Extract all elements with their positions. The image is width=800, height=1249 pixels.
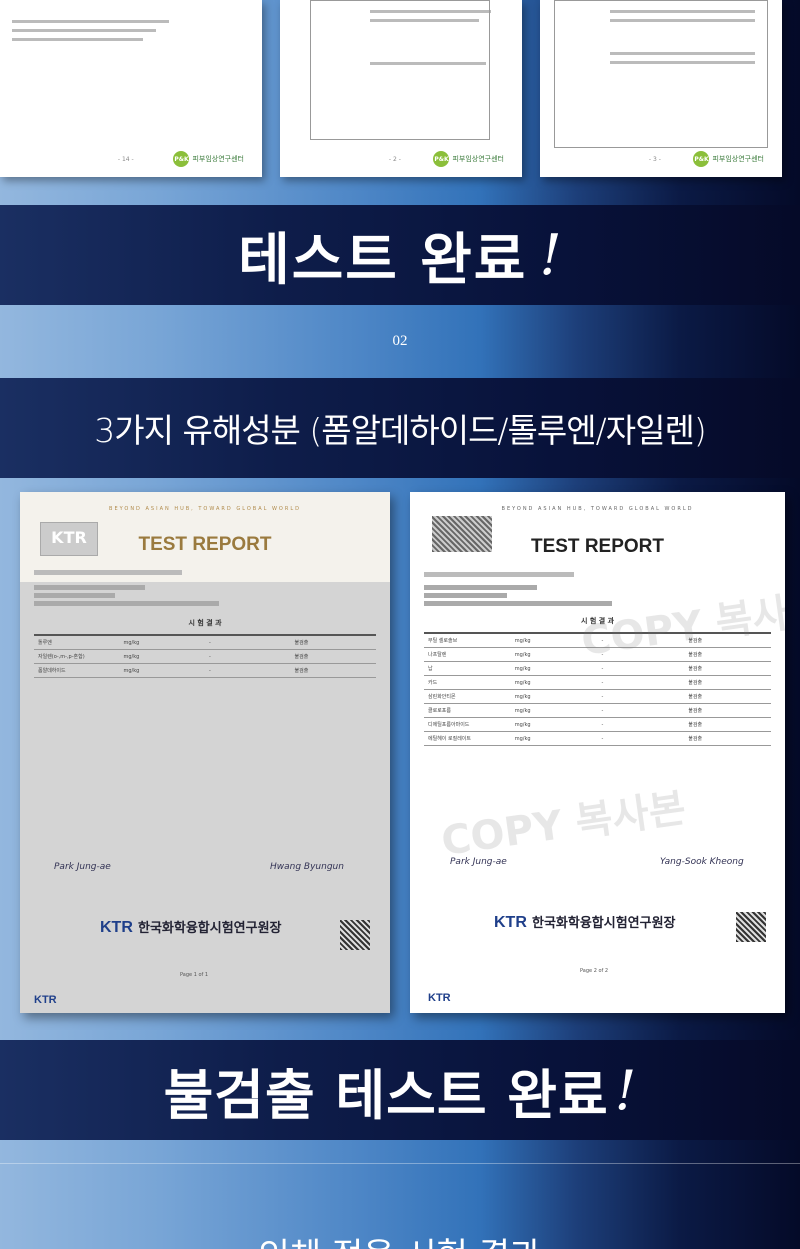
divider <box>0 1163 800 1164</box>
table-row: 에틸헤이 로질레이트 mg/kg - 불검출 <box>424 732 771 746</box>
issuer-line: KTR 한국화학융합시험연구원장 <box>494 914 676 931</box>
exclamation-mark: ! <box>539 222 562 288</box>
table-row: 디에틸포름아마이드 mg/kg - 불검출 <box>424 718 771 732</box>
table-row: 클로로포름 mg/kg - 불검출 <box>424 704 771 718</box>
table-row: 납 mg/kg - 불검출 <box>424 662 771 676</box>
exclamation-mark: ! <box>614 1058 637 1122</box>
copy-watermark: COPY 복사본 <box>438 785 689 865</box>
section-title: 인체 적용 시험 결과 <box>0 1228 800 1249</box>
subtitle-band: 3가지 유해성분 (폼알데하이드/톨루엔/자일렌) <box>0 378 800 478</box>
hologram-stamp <box>432 516 492 552</box>
clinic-logo: P&K 피부임상연구센터 <box>433 151 504 167</box>
clinic-logo: P&K 피부임상연구센터 <box>693 151 764 167</box>
table-row: 부틸 셀로솔브 mg/kg - 불검출 <box>424 634 771 648</box>
clinical-doc-page-1: - 14 - P&K 피부임상연구센터 <box>0 0 262 177</box>
report-title: TEST REPORT <box>138 534 272 555</box>
test-complete-banner: 테스트 완료 ! <box>0 205 800 305</box>
table-row: 카드 mg/kg - 불검출 <box>424 676 771 690</box>
results-table: 부틸 셀로솔브 mg/kg - 불검출 나프탈렌 mg/kg - 불검출 납 mg/kg - 불검… <box>424 632 771 746</box>
ktr-stamp-logo: KTR <box>40 522 98 556</box>
table-row: 나프탈렌 mg/kg - 불검출 <box>424 648 771 662</box>
clinical-doc-page-3: - 3 - P&K 피부임상연구센터 <box>540 0 782 177</box>
test-report-1: KTR BEYOND ASIAN HUB, TOWARD GLOBAL WORL… <box>20 492 390 1013</box>
section-number-band: 02 <box>0 305 800 378</box>
table-row: 톨루엔 mg/kg - 불검출 <box>34 636 376 650</box>
table-row: 폼알데하이드 mg/kg - 불검출 <box>34 664 376 678</box>
qr-code <box>736 912 766 942</box>
test-report-2: BEYOND ASIAN HUB, TOWARD GLOBAL WORLD TE… <box>410 492 785 1013</box>
table-row: 자일렌(o-,m-,p-혼합) mg/kg - 불검출 <box>34 650 376 664</box>
results-table: 톨루엔 mg/kg - 불검출 자일렌(o-,m-,p-혼합) mg/kg - 불검출 폼알… <box>34 634 376 678</box>
table-row: 삼린화안티몬 mg/kg - 불검출 <box>424 690 771 704</box>
banner-title: 테스트 완료 <box>238 227 528 293</box>
not-detected-banner: 불검출 테스트 완료 ! <box>0 1040 800 1140</box>
section-number: 02 <box>392 333 408 349</box>
human-test-section: 인체 적용 시험 결과 <box>0 1140 800 1249</box>
report-title: TEST REPORT <box>530 536 664 557</box>
clinical-doc-page-2: - 2 - P&K 피부임상연구센터 <box>280 0 522 177</box>
issuer-line: KTR 한국화학융합시험연구원장 <box>100 919 282 936</box>
clinic-logo: P&K 피부임상연구센터 <box>173 151 244 167</box>
section-subtitle: 3가지 유해성분 (폼알데하이드/톨루엔/자일렌) <box>94 411 706 450</box>
qr-code <box>340 920 370 950</box>
banner-title: 불검출 테스트 완료 <box>163 1063 609 1127</box>
